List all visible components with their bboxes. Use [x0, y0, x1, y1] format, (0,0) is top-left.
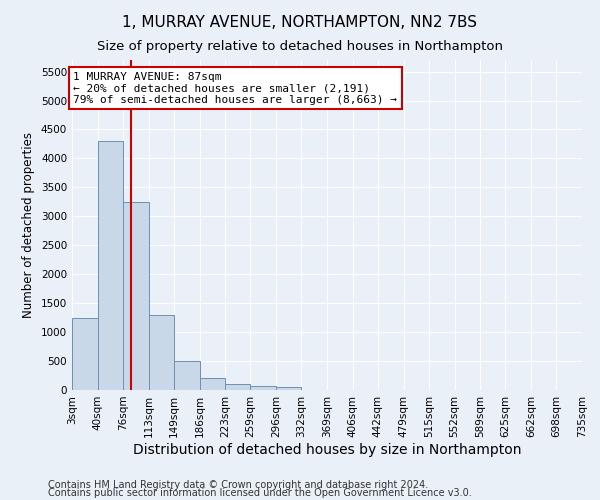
Bar [98, 141, 123, 390]
Bar [72, 318, 98, 390]
Bar [225, 384, 250, 390]
Bar [149, 314, 174, 390]
Bar [276, 387, 301, 390]
Bar [250, 386, 276, 390]
X-axis label: Distribution of detached houses by size in Northampton: Distribution of detached houses by size … [133, 442, 521, 456]
Text: Size of property relative to detached houses in Northampton: Size of property relative to detached ho… [97, 40, 503, 53]
Text: Contains public sector information licensed under the Open Government Licence v3: Contains public sector information licen… [48, 488, 472, 498]
Bar [199, 378, 225, 390]
Y-axis label: Number of detached properties: Number of detached properties [22, 132, 35, 318]
Text: 1, MURRAY AVENUE, NORTHAMPTON, NN2 7BS: 1, MURRAY AVENUE, NORTHAMPTON, NN2 7BS [122, 15, 478, 30]
Text: 1 MURRAY AVENUE: 87sqm
← 20% of detached houses are smaller (2,191)
79% of semi-: 1 MURRAY AVENUE: 87sqm ← 20% of detached… [73, 72, 397, 105]
Bar [123, 202, 149, 390]
Text: Contains HM Land Registry data © Crown copyright and database right 2024.: Contains HM Land Registry data © Crown c… [48, 480, 428, 490]
Bar [174, 361, 199, 390]
